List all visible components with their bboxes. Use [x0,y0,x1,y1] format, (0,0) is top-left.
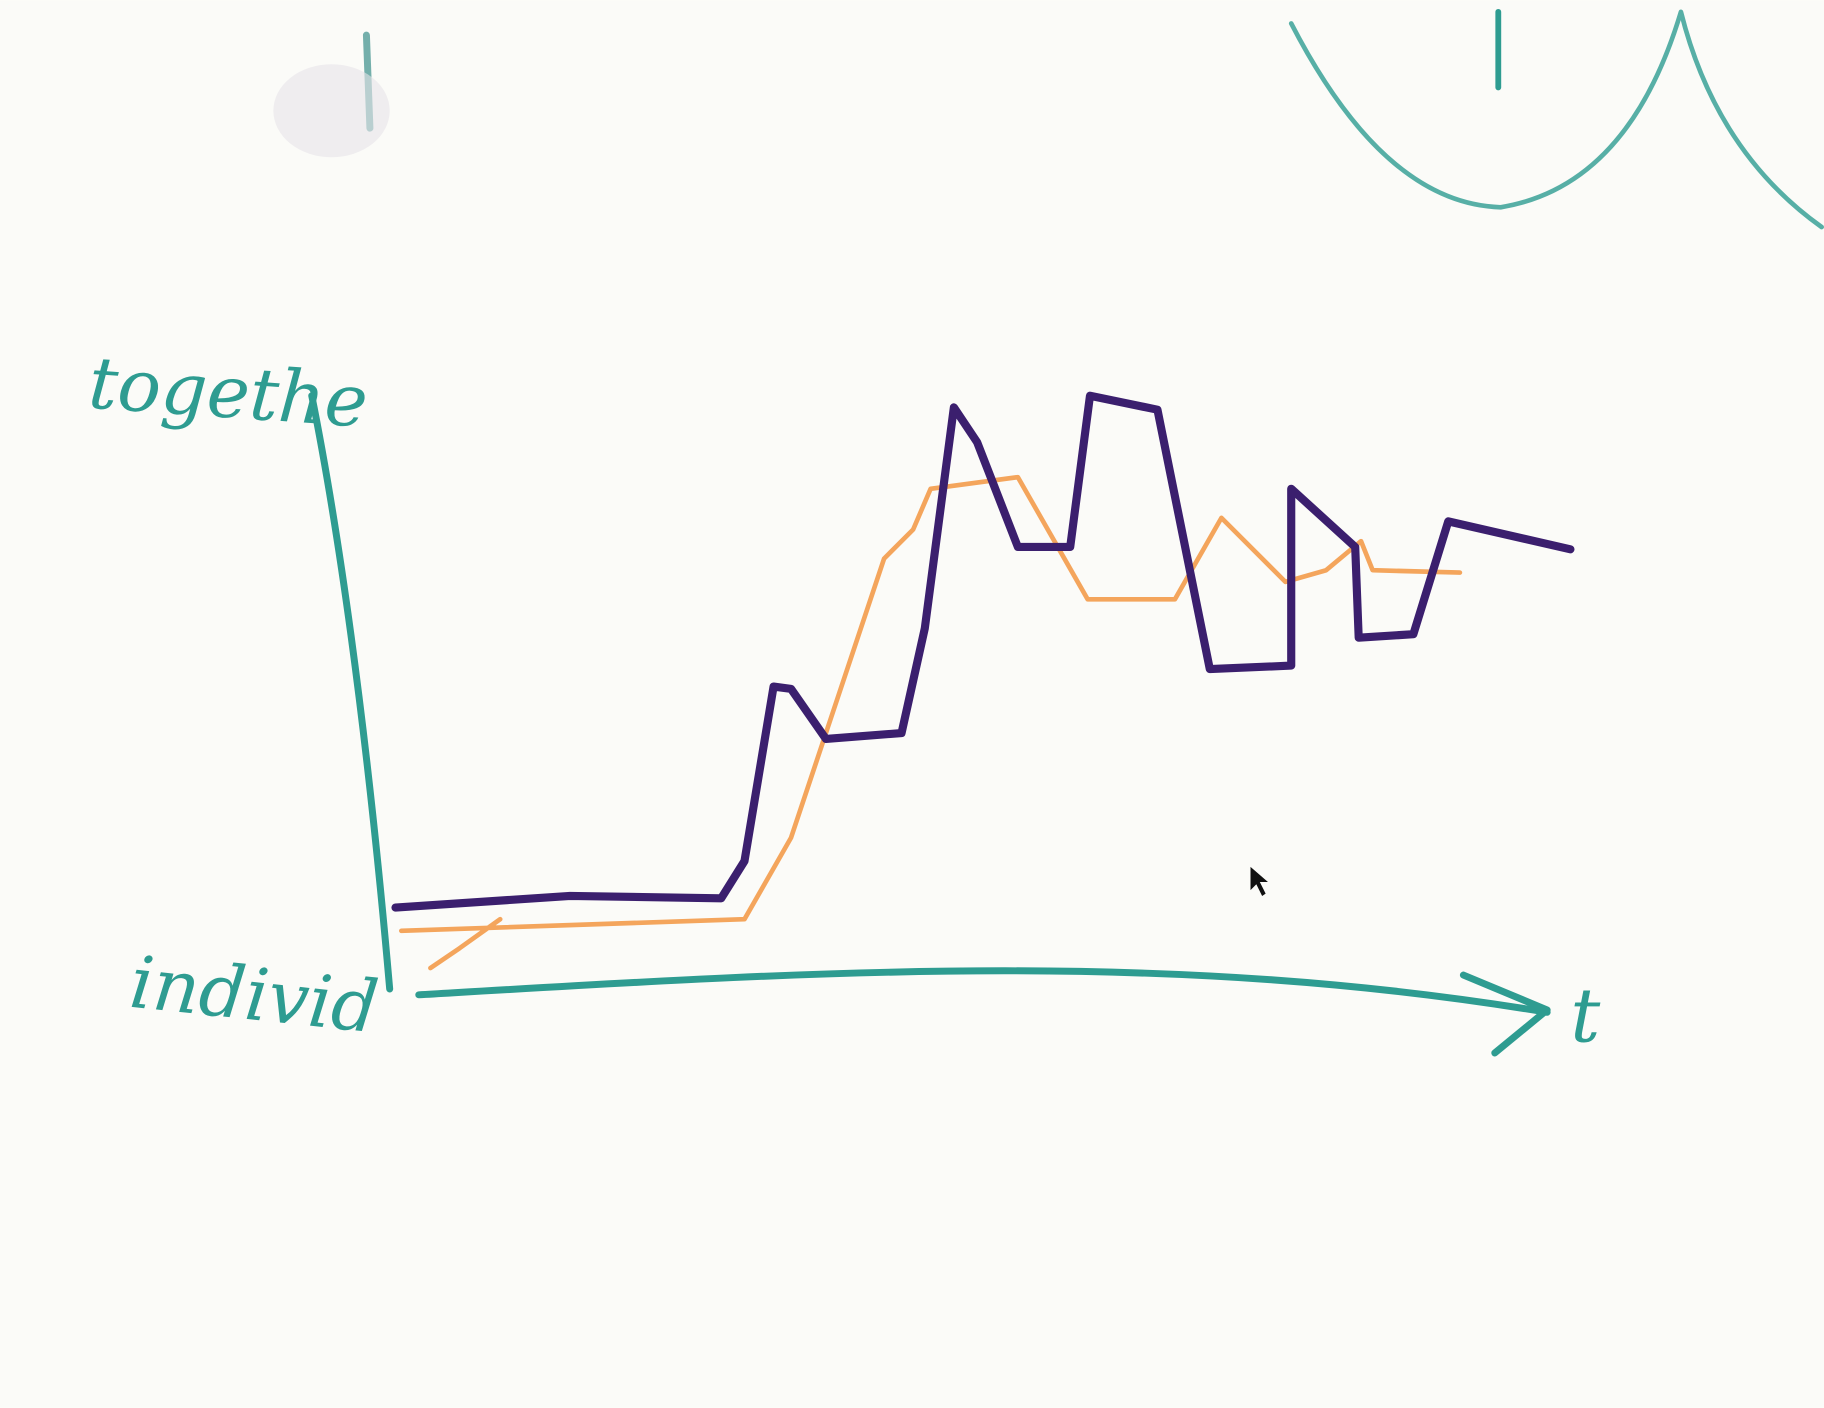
y-axis [308,392,394,993]
background-sketch [273,8,1824,230]
x-axis-arrow [1459,971,1551,1057]
sketch-chart [308,391,1575,1057]
x-axis-label: t [1570,972,1601,1059]
orange-curve [399,474,1463,971]
purple-curve [391,391,1575,912]
y-top-label: togethe [86,342,371,445]
mouse-cursor [1250,866,1268,896]
top-arcs [1288,9,1824,230]
smudge [273,64,390,158]
x-axis [415,967,1551,1016]
